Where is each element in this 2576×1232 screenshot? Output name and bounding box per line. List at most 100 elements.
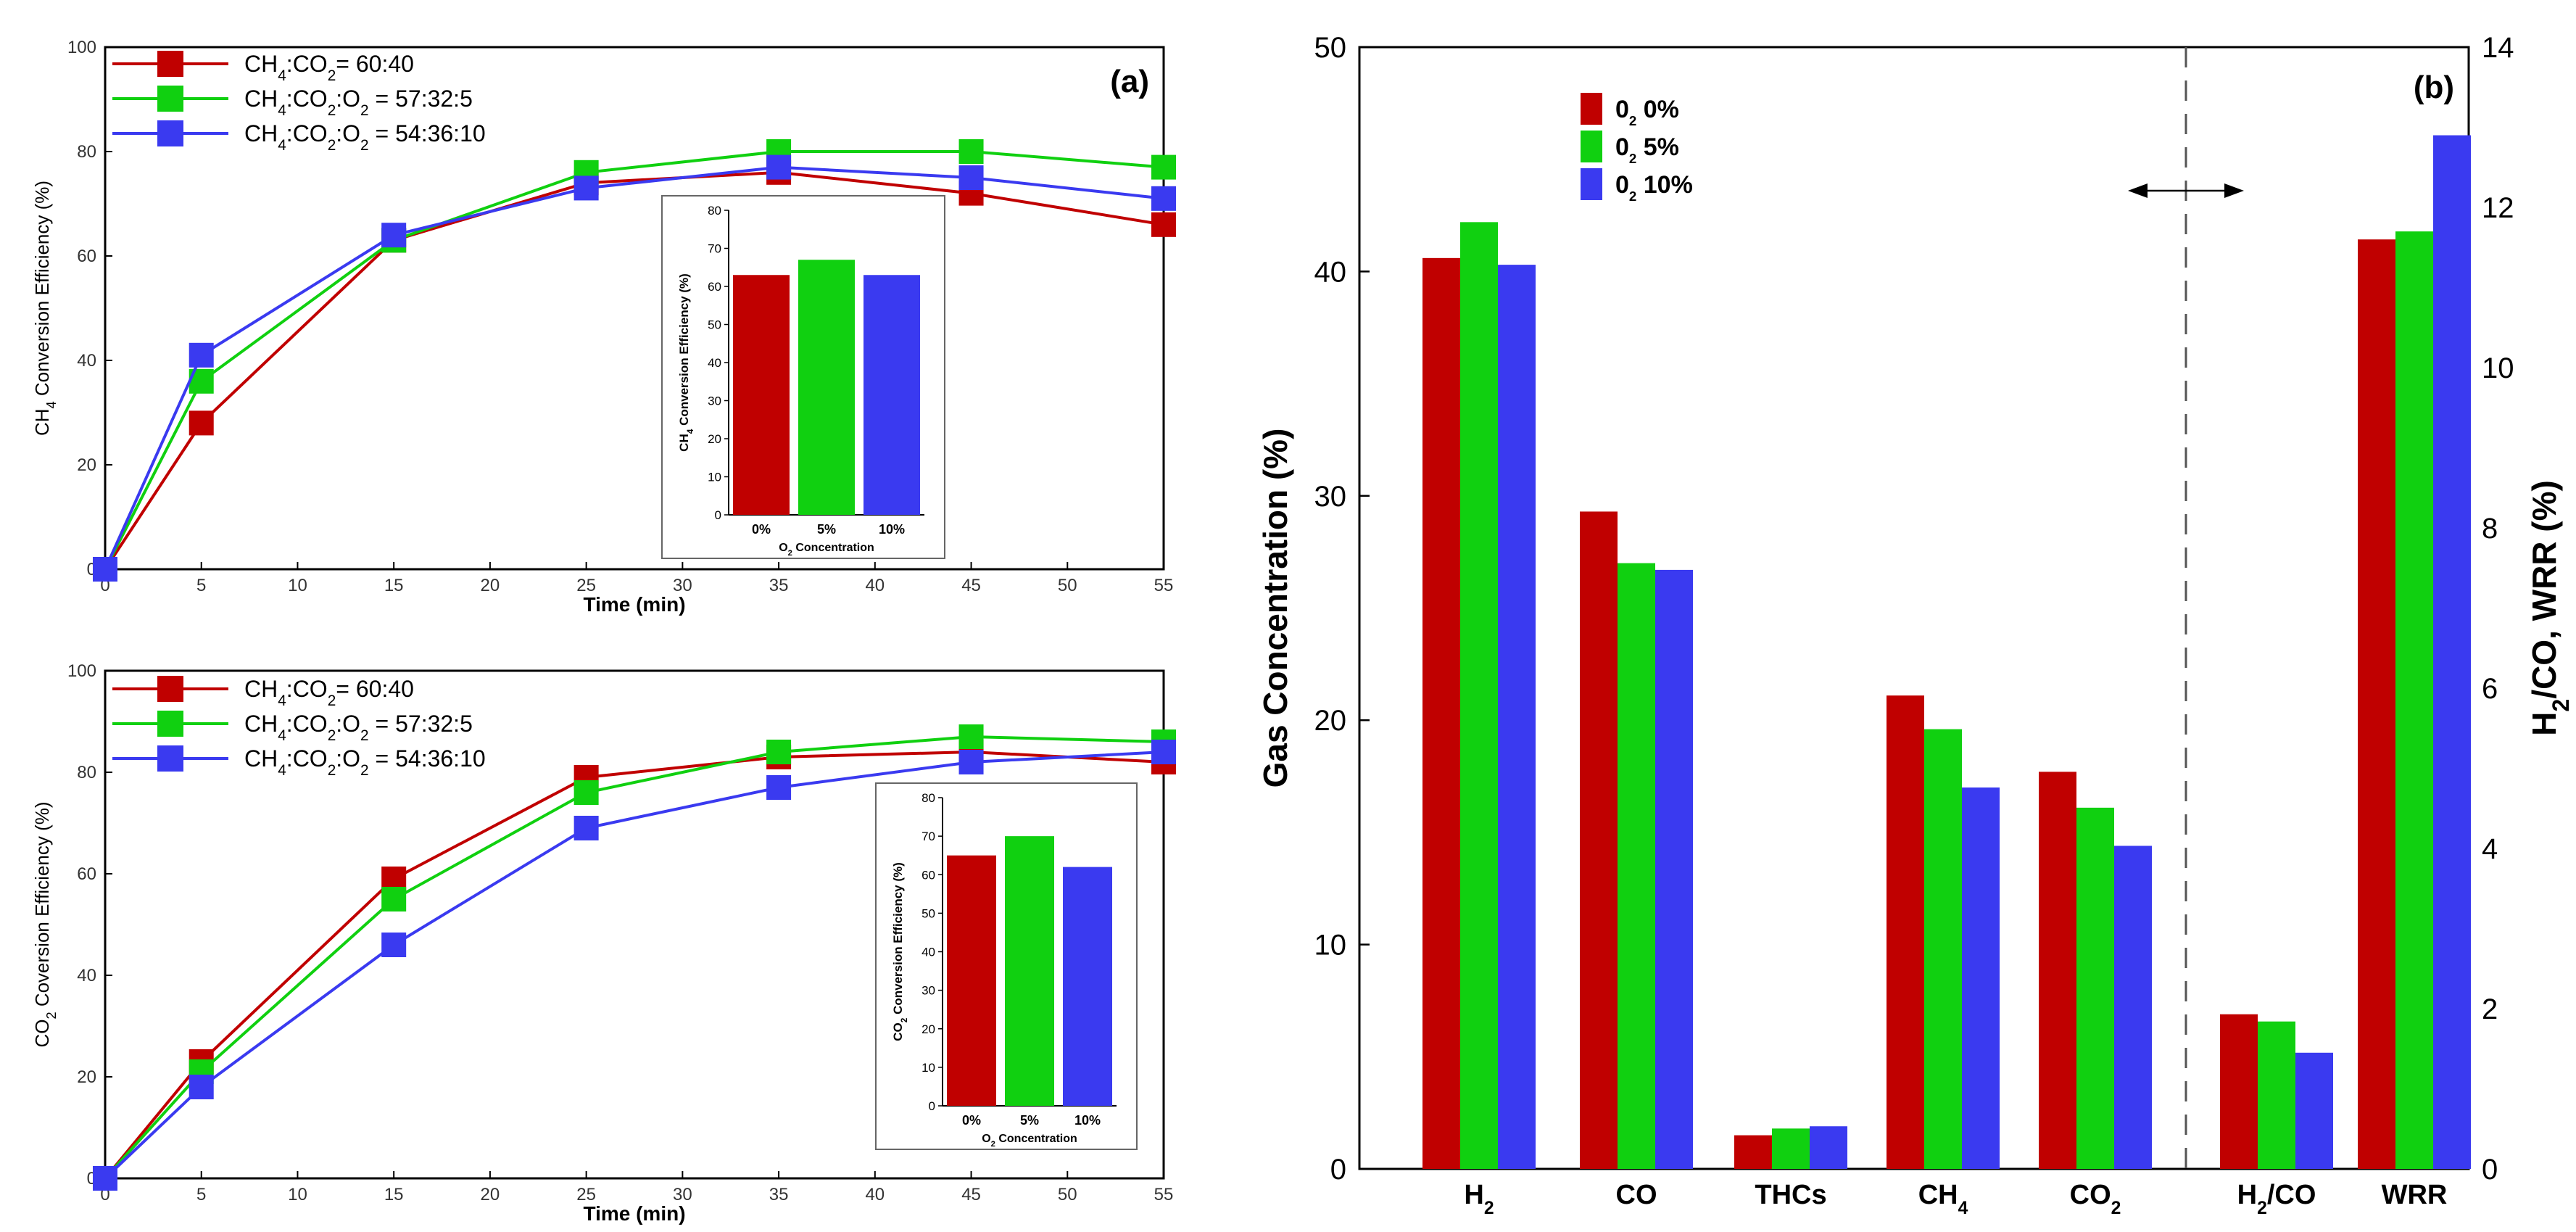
data-point-green bbox=[381, 887, 407, 911]
x-tick-label: 10 bbox=[288, 1185, 307, 1204]
right-y-tick-label: 8 bbox=[2482, 513, 2498, 545]
y-axis-label: CH4 Conversion Efficiency (%) bbox=[31, 181, 59, 436]
y-tick-label: 20 bbox=[77, 455, 96, 475]
inset-x-tick-label: 10% bbox=[1074, 1113, 1101, 1128]
bar-green bbox=[1772, 1128, 1810, 1169]
double-arrow-right-head bbox=[2224, 183, 2244, 198]
legend-marker-green bbox=[157, 86, 183, 112]
data-point-blue bbox=[1151, 740, 1176, 764]
x-tick-label: 30 bbox=[673, 576, 692, 595]
bar-blue bbox=[1962, 787, 2000, 1169]
bar-green bbox=[1618, 563, 1655, 1169]
panel-label: (a) bbox=[1110, 64, 1149, 99]
data-point-red bbox=[1151, 212, 1176, 237]
inset-bar-chart: 0 10 20 30 40 50 60 70 80 0% 5% 10% O2 Concentration… bbox=[875, 782, 1138, 1150]
inset-y-tick-label: 10 bbox=[922, 1061, 935, 1075]
x-tick-label: 20 bbox=[481, 576, 500, 595]
x-tick-label: 5 bbox=[196, 576, 206, 595]
inset-x-tick-label: 0% bbox=[962, 1113, 981, 1128]
inset-bar-red bbox=[733, 275, 790, 515]
data-point-green bbox=[1151, 154, 1176, 180]
data-point-blue bbox=[1151, 186, 1176, 211]
inset-x-axis-label: O2 Concentration bbox=[982, 1133, 1077, 1149]
x-tick-label: H2 bbox=[1464, 1180, 1494, 1218]
legend-swatch-red bbox=[1581, 93, 1602, 125]
y-tick-label: 100 bbox=[67, 38, 96, 57]
inset-y-tick-label: 50 bbox=[708, 318, 721, 332]
x-tick-label: 10 bbox=[288, 576, 307, 595]
panel-label: (b) bbox=[2414, 70, 2454, 105]
y-tick-label: 100 bbox=[67, 661, 96, 681]
inset-x-axis-label: O2 Concentration bbox=[779, 542, 874, 558]
inset-y-tick-label: 0 bbox=[715, 508, 721, 522]
inset-x-tick-label: 5% bbox=[1020, 1113, 1039, 1128]
x-axis-label: Time (min) bbox=[583, 593, 685, 616]
inset-y-tick-label: 60 bbox=[922, 868, 935, 882]
x-tick-label: CH4 bbox=[1918, 1180, 1968, 1218]
bar-blue bbox=[2295, 1052, 2333, 1169]
y-tick-label: 80 bbox=[77, 142, 96, 162]
inset-y-tick-label: 10 bbox=[708, 471, 721, 484]
data-point-blue bbox=[958, 165, 984, 190]
inset-bar-blue bbox=[1063, 867, 1112, 1106]
y-tick-label: 80 bbox=[77, 763, 96, 782]
inset-y-tick-label: 20 bbox=[922, 1022, 935, 1036]
right-y-tick-label: 10 bbox=[2482, 352, 2514, 384]
data-point-blue bbox=[93, 557, 117, 582]
data-point-blue bbox=[189, 342, 214, 368]
bar-blue bbox=[1810, 1126, 1847, 1169]
x-tick-label: 50 bbox=[1058, 1185, 1077, 1204]
x-tick-label: 5 bbox=[196, 1185, 206, 1204]
bar-panel-b: 0 10 20 30 40 50 0 2 4 6 8 10 12 14 Gas Concentration … bbox=[1256, 32, 2574, 1218]
bar-red bbox=[1887, 695, 1924, 1169]
x-tick-label: 35 bbox=[769, 576, 789, 595]
x-tick-label: 55 bbox=[1154, 1185, 1174, 1204]
inset-bar-green bbox=[1005, 836, 1054, 1106]
inset-bar-blue bbox=[864, 275, 920, 515]
data-point-red bbox=[189, 410, 214, 436]
x-tick-label: CO bbox=[1616, 1180, 1657, 1210]
legend-marker-blue bbox=[157, 745, 183, 772]
x-tick-label: WRR bbox=[2382, 1180, 2448, 1210]
x-tick-label: 25 bbox=[576, 1185, 596, 1204]
right-y-tick-label: 4 bbox=[2482, 833, 2498, 865]
legend-label-red: CH4:CO2= 60:40 bbox=[244, 51, 414, 84]
inset-y-axis-label: CH4 Conversion Efficiency (%) bbox=[677, 273, 695, 452]
bar-green bbox=[2076, 807, 2114, 1169]
data-point-blue bbox=[381, 223, 407, 248]
data-point-blue bbox=[573, 816, 599, 840]
inset-x-tick-label: 0% bbox=[752, 522, 771, 537]
x-axis-label: Time (min) bbox=[583, 1202, 685, 1225]
bar-blue bbox=[1655, 569, 1693, 1169]
left-y-tick-label: 10 bbox=[1314, 930, 1347, 962]
y-tick-label: 40 bbox=[77, 966, 96, 985]
legend-marker-blue bbox=[157, 120, 183, 146]
legend-label-blue: 02 10% bbox=[1615, 171, 1693, 204]
x-tick-label: 15 bbox=[384, 1185, 404, 1204]
data-point-green bbox=[766, 740, 792, 764]
x-tick-label: 40 bbox=[865, 576, 885, 595]
bar-green bbox=[1460, 222, 1498, 1169]
left-y-tick-label: 40 bbox=[1314, 256, 1347, 288]
legend-marker-green bbox=[157, 711, 183, 737]
data-point-blue bbox=[573, 175, 599, 201]
y-tick-label: 20 bbox=[77, 1067, 96, 1087]
legend-swatch-blue bbox=[1581, 168, 1602, 200]
data-point-blue bbox=[958, 750, 984, 774]
right-y-tick-label: 2 bbox=[2482, 993, 2498, 1025]
x-tick-label: CO2 bbox=[2070, 1180, 2121, 1218]
inset-y-tick-label: 40 bbox=[922, 946, 935, 959]
right-y-tick-label: 14 bbox=[2482, 32, 2514, 64]
data-point-green bbox=[958, 139, 984, 164]
x-tick-label: 15 bbox=[384, 576, 404, 595]
bar-green bbox=[1924, 729, 1962, 1169]
inset-y-tick-label: 20 bbox=[708, 432, 721, 446]
y-axis-label: CO2 Coversion Efficiency (%) bbox=[31, 801, 59, 1047]
legend-label-blue: CH4:CO2:O2 = 54:36:10 bbox=[244, 120, 486, 154]
series-line-red bbox=[104, 170, 1164, 571]
series-line-blue bbox=[104, 165, 1164, 570]
x-tick-label: 55 bbox=[1154, 576, 1174, 595]
y-tick-label: 60 bbox=[77, 247, 96, 266]
